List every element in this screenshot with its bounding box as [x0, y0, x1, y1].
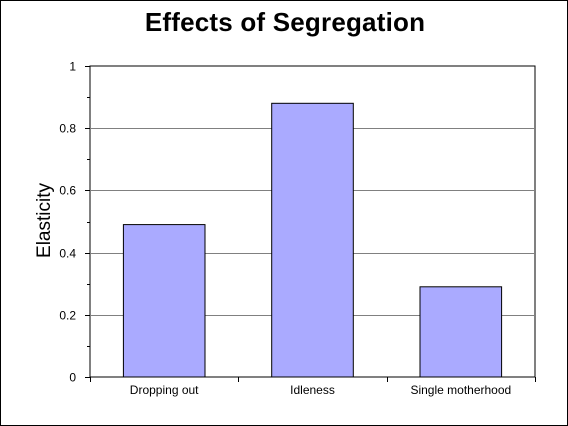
x-category-label: Dropping out [130, 383, 199, 397]
y-tick-label: 0.6 [59, 184, 76, 198]
bar-single-motherhood [419, 286, 503, 378]
y-tick-label: 0.2 [59, 309, 76, 323]
chart-title: Effects of Segregation [144, 7, 426, 37]
y-tick-label: 0 [69, 371, 76, 385]
y-tick-label: 0.4 [59, 247, 76, 261]
x-category-label: Idleness [290, 383, 335, 397]
x-category-label: Single motherhood [410, 383, 511, 397]
bar-dropping-out [122, 224, 206, 378]
y-tick-label: 1 [69, 60, 76, 74]
bar-idleness [271, 102, 354, 378]
y-axis-title: Elasticity [34, 183, 55, 258]
y-tick-label: 0.8 [59, 122, 76, 136]
